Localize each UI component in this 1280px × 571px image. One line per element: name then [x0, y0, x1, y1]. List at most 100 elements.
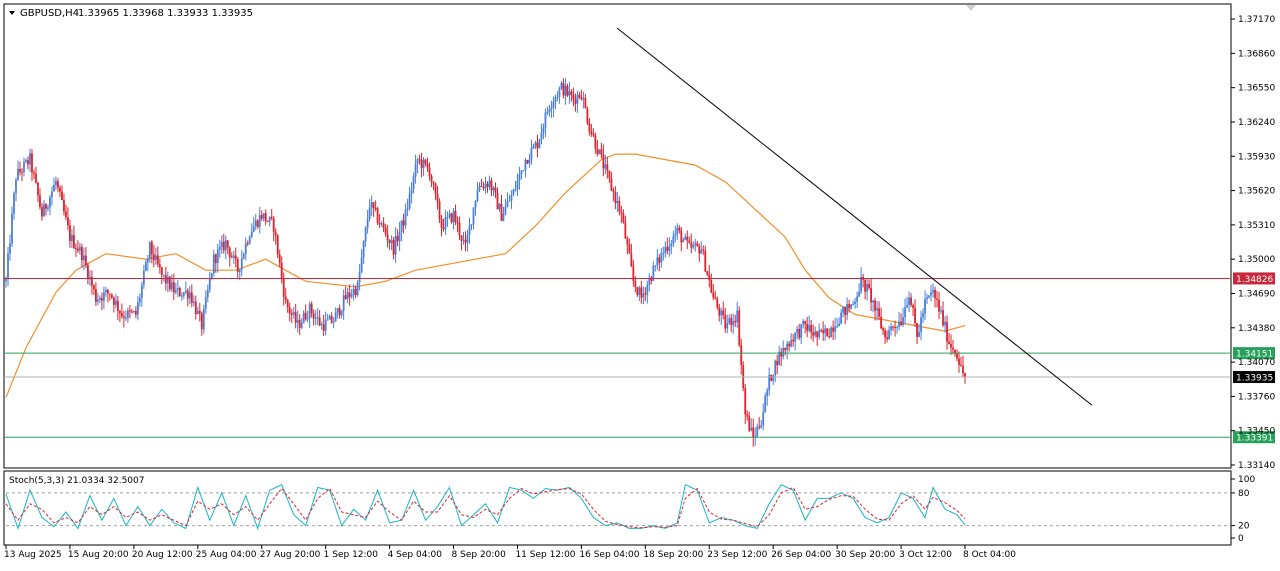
candle[interactable]: [646, 280, 649, 304]
candle[interactable]: [860, 267, 863, 295]
candle[interactable]: [944, 316, 946, 333]
candle[interactable]: [546, 106, 549, 116]
candle[interactable]: [224, 235, 227, 260]
candle[interactable]: [778, 345, 781, 366]
candle[interactable]: [350, 288, 353, 299]
candle[interactable]: [832, 320, 835, 341]
candle[interactable]: [930, 284, 932, 302]
candle[interactable]: [396, 229, 399, 247]
candle[interactable]: [766, 387, 769, 406]
candle[interactable]: [404, 203, 407, 229]
candle[interactable]: [464, 231, 467, 252]
candle[interactable]: [286, 298, 289, 313]
candle[interactable]: [834, 317, 837, 340]
candle[interactable]: [684, 233, 687, 241]
candle[interactable]: [518, 166, 521, 190]
candle[interactable]: [292, 307, 295, 319]
candle[interactable]: [822, 321, 825, 341]
candle[interactable]: [500, 195, 503, 221]
candle[interactable]: [322, 314, 325, 336]
candle[interactable]: [948, 332, 950, 345]
candle[interactable]: [210, 272, 213, 281]
candle[interactable]: [620, 205, 623, 223]
candle[interactable]: [514, 180, 517, 192]
candle[interactable]: [796, 325, 799, 340]
candle[interactable]: [586, 106, 589, 125]
candle[interactable]: [262, 212, 265, 222]
candle[interactable]: [47, 204, 49, 212]
candle[interactable]: [156, 246, 159, 268]
candle[interactable]: [846, 297, 849, 321]
candle[interactable]: [97, 292, 99, 306]
candle[interactable]: [376, 206, 379, 225]
candle[interactable]: [594, 132, 597, 154]
candle[interactable]: [180, 292, 183, 301]
candle[interactable]: [63, 193, 65, 216]
candle[interactable]: [234, 247, 237, 267]
candle[interactable]: [590, 124, 593, 137]
candle[interactable]: [938, 291, 940, 320]
candle[interactable]: [360, 249, 363, 274]
candle[interactable]: [39, 188, 41, 210]
candle[interactable]: [496, 187, 499, 210]
candle[interactable]: [476, 181, 479, 203]
candle[interactable]: [184, 281, 187, 295]
candle[interactable]: [782, 340, 785, 360]
candle[interactable]: [758, 417, 761, 430]
candle[interactable]: [256, 219, 259, 229]
candle[interactable]: [160, 266, 163, 285]
candle[interactable]: [484, 176, 487, 194]
candle[interactable]: [418, 154, 421, 165]
candle[interactable]: [534, 140, 537, 150]
candle[interactable]: [568, 81, 571, 104]
candle[interactable]: [384, 223, 387, 237]
candle[interactable]: [194, 295, 197, 320]
candle[interactable]: [424, 158, 427, 167]
candle[interactable]: [432, 181, 435, 191]
candle[interactable]: [856, 291, 859, 309]
candle[interactable]: [880, 307, 882, 330]
candle[interactable]: [924, 290, 926, 321]
candle[interactable]: [176, 279, 179, 298]
candle[interactable]: [578, 91, 581, 100]
candle[interactable]: [91, 270, 93, 295]
candle[interactable]: [69, 219, 71, 248]
candle[interactable]: [482, 181, 485, 191]
candle[interactable]: [542, 123, 545, 140]
candle[interactable]: [816, 331, 819, 346]
candle[interactable]: [306, 310, 309, 323]
candle[interactable]: [230, 252, 233, 259]
candle[interactable]: [462, 231, 465, 245]
candle[interactable]: [192, 295, 195, 307]
candle[interactable]: [504, 198, 507, 216]
candle[interactable]: [300, 318, 303, 330]
candle[interactable]: [436, 186, 439, 210]
candle[interactable]: [874, 297, 876, 321]
candle[interactable]: [318, 310, 321, 327]
candle[interactable]: [792, 334, 795, 347]
candle[interactable]: [706, 270, 709, 277]
candle[interactable]: [958, 351, 960, 373]
candle[interactable]: [382, 217, 385, 233]
candle[interactable]: [950, 334, 952, 355]
candle[interactable]: [588, 117, 591, 136]
candle[interactable]: [762, 403, 765, 431]
candle[interactable]: [814, 326, 817, 338]
candle[interactable]: [342, 289, 345, 320]
candle[interactable]: [910, 293, 912, 308]
candle[interactable]: [580, 89, 583, 101]
symbol-menu-icon[interactable]: [9, 11, 15, 15]
candle[interactable]: [302, 310, 305, 324]
candle[interactable]: [602, 144, 605, 177]
candle[interactable]: [198, 302, 201, 322]
candle[interactable]: [130, 308, 133, 314]
candle[interactable]: [460, 235, 463, 251]
candle[interactable]: [926, 293, 928, 304]
candle[interactable]: [660, 247, 663, 268]
candle[interactable]: [656, 248, 659, 271]
candle[interactable]: [114, 293, 117, 309]
candle[interactable]: [468, 217, 471, 244]
candle[interactable]: [658, 254, 661, 272]
candle[interactable]: [336, 307, 339, 319]
